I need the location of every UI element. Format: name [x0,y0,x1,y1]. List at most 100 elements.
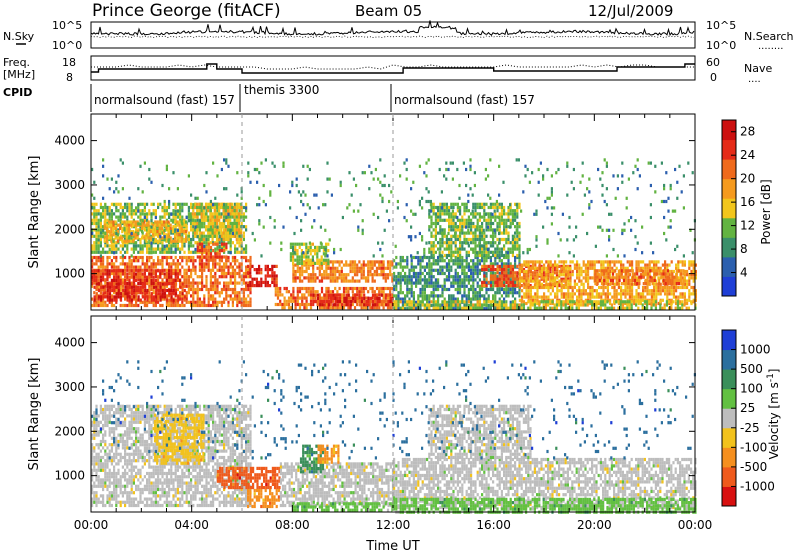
data-cell [395,281,398,285]
data-cell [487,280,490,284]
data-cell [141,259,144,263]
data-cell [514,259,517,263]
data-cell [143,268,146,272]
data-cell [220,303,223,308]
data-cell [292,261,295,265]
data-cell [602,260,605,264]
data-cell [430,281,433,285]
data-cell [168,250,171,254]
data-cell [104,250,107,254]
data-cell [207,249,210,253]
data-cell [163,212,166,216]
data-cell [99,265,102,269]
data-cell [218,241,221,245]
data-cell [145,233,148,237]
data-cell [604,285,607,290]
data-cell [108,298,112,302]
nave-label: Nave [744,62,772,75]
data-cell [587,276,590,280]
data-cell [174,215,177,219]
data-cell [183,218,186,222]
data-cell [613,292,616,296]
data-cell [543,266,546,270]
data-cell [91,265,94,269]
data-cell [463,259,466,263]
data-cell [276,290,280,294]
data-cell [201,265,204,269]
data-cell [91,278,94,282]
data-cell [525,282,528,286]
data-cell [430,268,433,272]
data-cell [110,230,113,234]
data-cell [187,209,190,213]
data-cell [146,282,149,286]
data-cell [126,292,129,296]
data-cell [489,255,492,260]
data-cell [456,278,459,282]
data-cell [207,287,210,292]
data-cell [95,275,98,279]
data-cell [193,202,197,206]
data-cell [185,294,188,298]
data-cell [445,253,448,258]
data-cell [231,275,234,279]
data-cell [220,231,223,235]
data-cell [569,279,572,283]
data-cell [227,294,230,298]
data-cell [235,215,238,219]
data-cell [565,292,568,296]
data-cell [126,268,129,272]
data-cell [417,297,420,301]
data-cell [456,202,459,206]
data-cell [410,262,413,266]
data-cell [97,244,100,248]
data-cell [128,291,131,295]
data-cell [273,264,276,268]
data-cell [119,262,122,266]
data-cell [146,265,149,269]
data-cell [428,247,431,251]
data-cell [150,268,153,272]
data-cell [193,215,197,219]
data-cell [309,258,312,262]
data-cell [500,307,503,311]
data-cell [146,300,149,304]
data-cell [290,299,293,303]
data-cell [534,276,537,280]
data-cell [201,275,204,279]
data-cell [404,307,407,311]
data-cell [410,278,413,282]
data-cell [155,288,158,293]
data-cell [318,249,321,253]
data-cell [266,271,269,275]
data-cell [527,285,530,290]
data-cell [212,287,215,292]
data-cell [148,278,151,282]
data-cell [211,205,214,210]
data-cell [382,260,385,264]
data-cell [104,212,107,216]
data-cell [465,303,468,308]
data-cell [518,273,521,277]
data-cell [461,221,464,226]
data-cell [345,279,348,283]
data-cell [187,275,190,279]
data-cell [439,244,442,248]
data-cell [401,300,404,304]
data-cell [430,284,433,288]
data-cell [367,290,370,294]
data-cell [258,264,261,268]
data-cell [251,277,254,281]
data-cell [500,274,504,278]
data-cell [95,287,98,292]
data-cell [421,294,424,298]
data-cell [556,285,559,290]
data-cell [362,260,365,264]
data-cell [242,271,245,276]
data-cell [245,275,248,279]
data-cell [461,259,464,263]
data-cell [547,263,550,267]
data-cell [551,266,554,270]
data-cell [143,278,146,282]
data-cell [238,271,241,276]
